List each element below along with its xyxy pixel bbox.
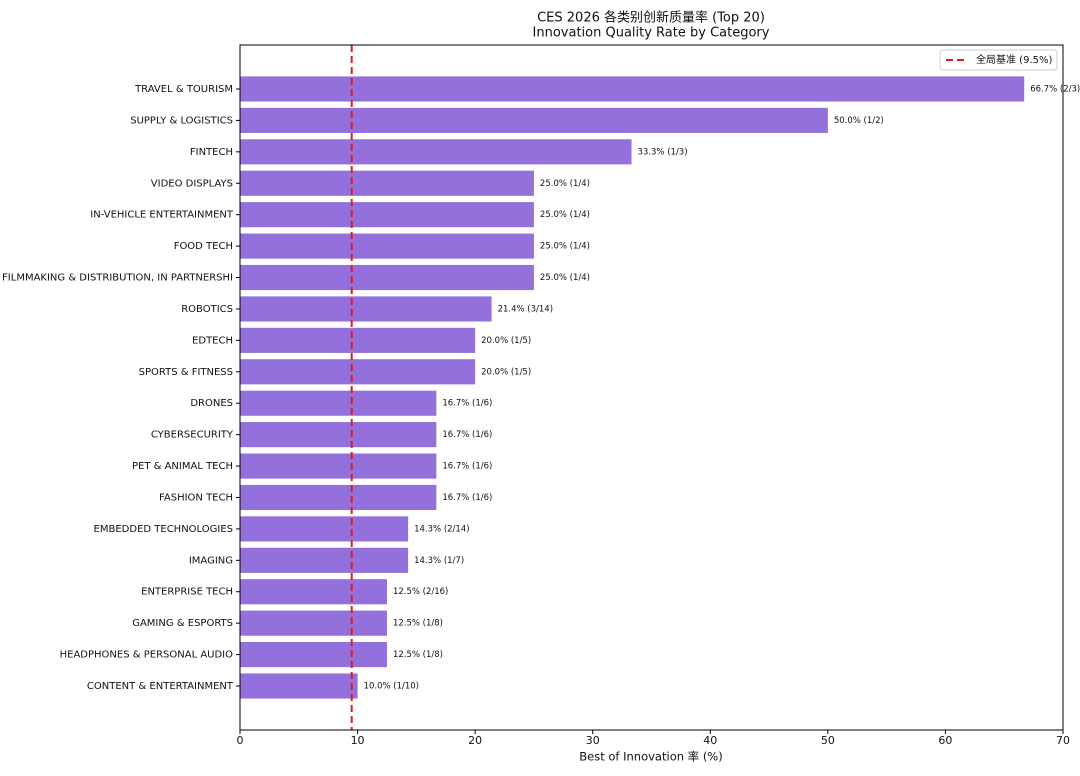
value-label: 25.0% (1/4) bbox=[540, 273, 590, 283]
bar bbox=[240, 107, 828, 133]
y-tick-label: VIDEO DISPLAYS bbox=[151, 178, 233, 189]
bar bbox=[240, 359, 476, 385]
y-tick-label: ROBOTICS bbox=[181, 304, 233, 315]
x-tick-label: 50 bbox=[821, 734, 835, 747]
y-tick-label: EMBEDDED TECHNOLOGIES bbox=[94, 524, 233, 535]
value-label: 20.0% (1/5) bbox=[481, 367, 531, 377]
value-label: 50.0% (1/2) bbox=[834, 116, 884, 126]
y-tick-label: ENTERPRISE TECH bbox=[141, 587, 233, 598]
bar bbox=[240, 422, 437, 448]
value-label: 16.7% (1/6) bbox=[442, 493, 492, 503]
x-tick-label: 70 bbox=[1056, 734, 1070, 747]
y-tick-label: IN-VEHICLE ENTERTAINMENT bbox=[90, 210, 234, 221]
value-label: 33.3% (1/3) bbox=[638, 147, 688, 157]
chart-subtitle: Innovation Quality Rate by Category bbox=[533, 26, 770, 41]
x-tick-label: 20 bbox=[468, 734, 482, 747]
y-tick-label: TRAVEL & TOURISM bbox=[134, 84, 233, 95]
value-label: 10.0% (1/10) bbox=[364, 682, 419, 692]
y-tick-label: EDTECH bbox=[192, 335, 233, 346]
value-label: 66.7% (2/3) bbox=[1030, 84, 1080, 94]
value-label: 25.0% (1/4) bbox=[540, 179, 590, 189]
y-tick-label: GAMING & ESPORTS bbox=[132, 618, 233, 629]
value-label: 25.0% (1/4) bbox=[540, 242, 590, 252]
y-tick-label: SUPPLY & LOGISTICS bbox=[130, 115, 233, 126]
x-tick-label: 60 bbox=[938, 734, 952, 747]
y-tick-label: CYBERSECURITY bbox=[151, 430, 234, 441]
value-label: 12.5% (1/8) bbox=[393, 650, 443, 660]
y-tick-label: FASHION TECH bbox=[159, 492, 233, 503]
bar bbox=[240, 484, 437, 511]
x-tick-label: 40 bbox=[703, 734, 717, 747]
bar bbox=[240, 610, 387, 636]
y-tick-label: FINTECH bbox=[190, 147, 233, 158]
bar bbox=[240, 296, 492, 322]
bar bbox=[240, 579, 387, 605]
y-tick-label: SPORTS & FITNESS bbox=[139, 367, 233, 378]
y-tick-label: FOOD TECH bbox=[174, 241, 233, 252]
value-label: 14.3% (1/7) bbox=[414, 556, 464, 566]
legend-label: 全局基准 (9.5%) bbox=[976, 53, 1052, 66]
bar bbox=[240, 202, 534, 228]
x-tick-label: 30 bbox=[586, 734, 600, 747]
plot-frame bbox=[239, 44, 1064, 731]
bar bbox=[240, 76, 1025, 102]
y-tick-label: DRONES bbox=[190, 398, 233, 409]
value-label: 20.0% (1/5) bbox=[481, 336, 531, 346]
legend-box bbox=[939, 49, 1058, 71]
value-label: 25.0% (1/4) bbox=[540, 210, 590, 220]
y-tick-label: HEADPHONES & PERSONAL AUDIO bbox=[60, 650, 233, 661]
value-label: 21.4% (3/14) bbox=[498, 304, 553, 314]
y-tick-label: IMAGING bbox=[189, 555, 233, 566]
y-tick-label: FILMMAKING & DISTRIBUTION, IN PARTNERSHI bbox=[2, 273, 233, 284]
bar bbox=[240, 233, 534, 259]
bar bbox=[240, 139, 632, 165]
value-label: 12.5% (1/8) bbox=[393, 619, 443, 629]
bar bbox=[240, 264, 534, 291]
bar bbox=[240, 673, 358, 699]
chart-title: CES 2026 各类别创新质量率 (Top 20) bbox=[537, 10, 765, 26]
y-tick-label: CONTENT & ENTERTAINMENT bbox=[87, 681, 234, 692]
value-label: 16.7% (1/6) bbox=[442, 399, 492, 409]
bar bbox=[240, 642, 387, 668]
bar bbox=[240, 453, 437, 479]
x-tick-label: 10 bbox=[351, 734, 365, 747]
bar bbox=[240, 516, 409, 542]
value-label: 16.7% (1/6) bbox=[442, 430, 492, 440]
bar bbox=[240, 547, 409, 573]
value-label: 14.3% (2/14) bbox=[414, 524, 469, 534]
bar bbox=[240, 390, 437, 416]
bar bbox=[240, 327, 476, 353]
x-axis-label: Best of Innovation 率 (%) bbox=[579, 750, 722, 764]
value-label: 12.5% (2/16) bbox=[393, 587, 448, 597]
x-tick-label: 0 bbox=[237, 734, 244, 747]
y-tick-label: PET & ANIMAL TECH bbox=[132, 461, 233, 472]
bar bbox=[240, 170, 534, 196]
value-label: 16.7% (1/6) bbox=[442, 462, 492, 472]
